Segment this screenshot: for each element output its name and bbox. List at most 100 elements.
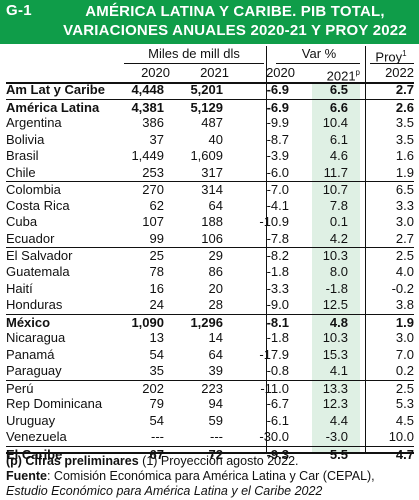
var-2020: -8.7 bbox=[266, 131, 289, 147]
proy-2022: 3.3 bbox=[395, 197, 414, 213]
table-row: Chile 253 317 -6.0 11.7 1.9 bbox=[6, 165, 414, 182]
var-2020: -6.0 bbox=[266, 164, 289, 180]
country-name: El Salvador bbox=[6, 248, 73, 264]
country-name: Perú bbox=[6, 380, 34, 396]
value-2021: 106 bbox=[201, 230, 223, 246]
table-row: Bolivia 37 40 -8.7 6.1 3.5 bbox=[6, 132, 414, 149]
country-name: Cuba bbox=[6, 214, 38, 230]
table-bottom-rule bbox=[6, 452, 414, 454]
var-2021: 5.5 bbox=[329, 447, 348, 463]
country-name: Panamá bbox=[6, 346, 55, 362]
table-row: América Latina 4,381 5,129 -6.9 6.6 2.6 bbox=[6, 98, 414, 116]
value-2020: 1,449 bbox=[131, 148, 164, 164]
var-2021: -1.8 bbox=[325, 280, 348, 296]
table-row: Rep Dominicana 79 94 -6.7 12.3 5.3 bbox=[6, 396, 414, 413]
var-2021: 4.1 bbox=[329, 363, 348, 379]
column-headers: Miles de mill dls Var % Proy1 2020 2021 … bbox=[0, 46, 419, 83]
proy-2022: 3.5 bbox=[395, 115, 414, 131]
var-2020: -6.9 bbox=[266, 99, 289, 115]
figure-code: G-1 bbox=[6, 2, 32, 19]
var-2021: 10.3 bbox=[322, 248, 348, 264]
var-2021: 4.4 bbox=[329, 412, 348, 428]
value-2020: 16 bbox=[149, 280, 164, 296]
var-2021: 0.1 bbox=[329, 214, 348, 230]
country-name: El Caribe bbox=[6, 447, 63, 463]
var-2021: 4.6 bbox=[329, 148, 348, 164]
table-top-rule bbox=[6, 82, 414, 84]
country-name: Ecuador bbox=[6, 230, 55, 246]
value-2021: 1,609 bbox=[190, 148, 223, 164]
value-2021: 14 bbox=[208, 330, 223, 346]
table-row: Uruguay 54 59 -6.1 4.4 4.5 bbox=[6, 413, 414, 430]
var-2020: -1.8 bbox=[266, 330, 289, 346]
proy-2022: 3.0 bbox=[395, 330, 414, 346]
group-underline-var bbox=[276, 63, 360, 64]
group-underline-proy bbox=[370, 63, 414, 64]
value-2020: 13 bbox=[149, 330, 164, 346]
source-text: : Comisión Económica para América Latina… bbox=[46, 469, 375, 483]
country-name: Am Lat y Caribe bbox=[6, 82, 105, 97]
table-row: Costa Rica 62 64 -4.1 7.8 3.3 bbox=[6, 198, 414, 215]
value-2020: 4,448 bbox=[131, 82, 164, 97]
country-name: Uruguay bbox=[6, 412, 56, 428]
table-row: Venezuela --- --- -30.0 -3.0 10.0 bbox=[6, 429, 414, 446]
value-2020: 386 bbox=[142, 115, 164, 131]
var-2021: 6.1 bbox=[329, 131, 348, 147]
value-2020: 270 bbox=[142, 182, 164, 198]
country-name: Chile bbox=[6, 164, 36, 180]
highlight-band bbox=[312, 82, 360, 453]
value-2021: --- bbox=[210, 429, 223, 445]
value-2020: 37 bbox=[149, 131, 164, 147]
value-2021: 94 bbox=[208, 396, 223, 412]
proy-2022: 3.8 bbox=[395, 297, 414, 313]
var-2021: 11.7 bbox=[323, 164, 348, 180]
var-2020: -10.9 bbox=[259, 214, 289, 230]
var-2021: 15.3 bbox=[322, 346, 348, 362]
proy-sup: 1 bbox=[402, 49, 407, 58]
title-line-2: VARIACIONES ANUALES 2020-21 Y PROY 2022 bbox=[63, 22, 407, 39]
proy-2022: 6.5 bbox=[395, 182, 414, 198]
proy-2022: 0.2 bbox=[395, 363, 414, 379]
value-2021: 5,129 bbox=[190, 99, 223, 115]
value-2021: 487 bbox=[201, 115, 223, 131]
value-2020: --- bbox=[151, 429, 164, 445]
proy-2022: 1.9 bbox=[395, 314, 414, 330]
table-row: Brasil 1,449 1,609 -3.9 4.6 1.6 bbox=[6, 148, 414, 165]
country-name: Colombia bbox=[6, 182, 61, 198]
country-name: Honduras bbox=[6, 297, 63, 313]
table-row: Colombia 270 314 -7.0 10.7 6.5 bbox=[6, 181, 414, 198]
proy-2022: 2.5 bbox=[395, 248, 414, 264]
value-2021: 59 bbox=[208, 412, 223, 428]
value-2021: 1,296 bbox=[190, 314, 223, 330]
var-2020: -30.0 bbox=[259, 429, 289, 445]
proy-2022: 1.9 bbox=[395, 164, 414, 180]
table-row: México 1,090 1,296 -8.1 4.8 1.9 bbox=[6, 313, 414, 331]
table-row: Argentina 386 487 -9.9 10.4 3.5 bbox=[6, 115, 414, 132]
var-2020: -3.9 bbox=[266, 148, 289, 164]
value-2020: 1,090 bbox=[131, 314, 164, 330]
var-2021: 6.6 bbox=[329, 99, 348, 115]
value-2020: 4,381 bbox=[131, 99, 164, 115]
country-name: Brasil bbox=[6, 148, 39, 164]
footnote-bold: (p) Cifras preliminares bbox=[6, 454, 139, 468]
group-header-var: Var % bbox=[301, 46, 337, 61]
table-row: Panamá 54 64 -17.9 15.3 7.0 bbox=[6, 347, 414, 364]
var-2021: 8.0 bbox=[329, 264, 348, 280]
footnote-rest: (1) Proyección agosto 2022. bbox=[138, 454, 299, 468]
country-name: Rep Dominicana bbox=[6, 396, 103, 412]
source-label: Fuente bbox=[6, 469, 47, 483]
value-2020: 54 bbox=[149, 346, 164, 362]
country-name: Bolivia bbox=[6, 131, 45, 147]
value-2020: 54 bbox=[149, 412, 164, 428]
column-divider bbox=[266, 46, 267, 453]
var-2021: 4.8 bbox=[329, 314, 348, 330]
var-2020: -6.7 bbox=[266, 396, 289, 412]
country-name: Argentina bbox=[6, 115, 62, 131]
country-name: Haití bbox=[6, 280, 33, 296]
country-name: México bbox=[6, 314, 51, 330]
var-2020: -11.0 bbox=[260, 380, 289, 396]
value-2021: 317 bbox=[201, 164, 223, 180]
proy-2022: 2.7 bbox=[395, 230, 414, 246]
var-2020: -7.0 bbox=[266, 182, 289, 198]
table-row: Cuba 107 188 -10.9 0.1 3.0 bbox=[6, 214, 414, 231]
